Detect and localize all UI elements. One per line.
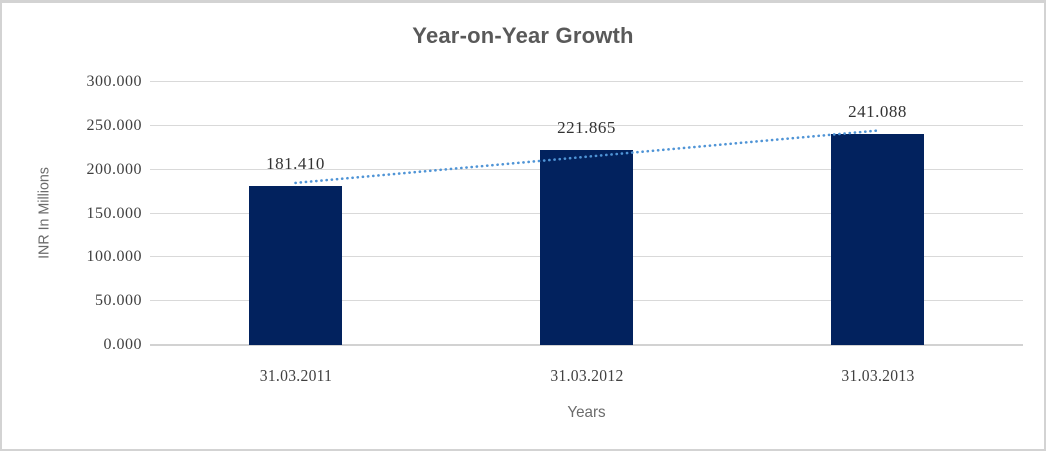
y-tick-label: 150.000 xyxy=(86,204,142,222)
y-tick-label: 300.000 xyxy=(86,73,142,90)
chart-title: Year-on-Year Growth xyxy=(412,23,634,48)
y-tick-label: 200.000 xyxy=(86,160,142,178)
bar-31.03.2012 xyxy=(540,150,633,345)
x-axis-title: Years xyxy=(567,404,606,421)
bar-value-label: 181.410 xyxy=(266,154,325,173)
y-tick-label: 250.000 xyxy=(86,116,142,134)
plot-area: 181.410 221.865 241.088 xyxy=(150,81,1023,346)
x-tick-label: 31.03.2013 xyxy=(840,366,915,385)
bar-value-label: 241.088 xyxy=(848,102,907,121)
x-tick-label: 31.03.2011 xyxy=(259,366,332,385)
y-tick-label: 50.000 xyxy=(95,292,142,310)
x-tick-label: 31.03.2012 xyxy=(549,366,624,385)
bar-31.03.2011 xyxy=(249,186,342,345)
gridline xyxy=(150,124,1023,126)
trendline xyxy=(294,129,879,185)
y-tick-label: 0.000 xyxy=(103,336,142,353)
gridline xyxy=(150,81,1023,82)
x-axis-line xyxy=(150,344,1023,346)
bar-value-label: 221.865 xyxy=(557,118,616,137)
bar-31.03.2013 xyxy=(831,134,924,345)
y-tick-label: 100.000 xyxy=(86,248,142,266)
